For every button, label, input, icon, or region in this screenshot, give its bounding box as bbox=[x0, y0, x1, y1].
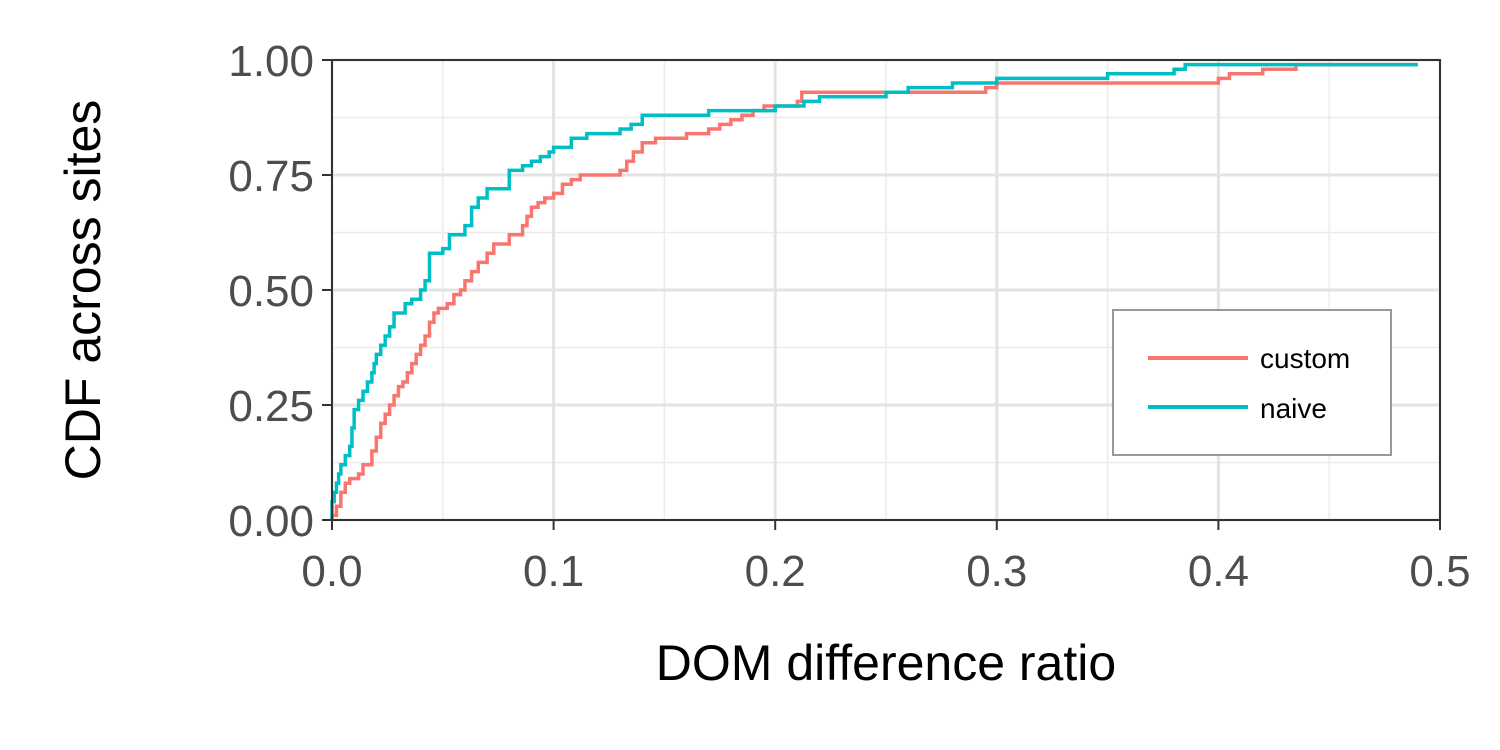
legend-label-custom: custom bbox=[1260, 343, 1350, 374]
x-tick-label: 0.1 bbox=[523, 547, 584, 596]
x-tick-label: 0.4 bbox=[1188, 547, 1249, 596]
y-axis-title: CDF across sites bbox=[55, 100, 111, 481]
x-tick-label: 0.5 bbox=[1409, 547, 1470, 596]
y-axis: 0.00 0.25 0.50 0.75 1.00 bbox=[228, 37, 332, 546]
x-tick-label: 0.3 bbox=[966, 547, 1027, 596]
y-tick-label: 0.50 bbox=[228, 267, 314, 316]
series-line-custom bbox=[330, 62, 1418, 520]
y-tick-label: 0.00 bbox=[228, 497, 314, 546]
y-tick-label: 0.75 bbox=[228, 152, 314, 201]
y-tick-label: 0.25 bbox=[228, 382, 314, 431]
series-lines bbox=[330, 62, 1418, 520]
legend-label-naive: naive bbox=[1260, 393, 1327, 424]
x-axis: 0.0 0.1 0.2 0.3 0.4 0.5 bbox=[301, 520, 1471, 596]
x-tick-label: 0.2 bbox=[745, 547, 806, 596]
y-tick-label: 1.00 bbox=[228, 37, 314, 86]
x-tick-label: 0.0 bbox=[301, 547, 362, 596]
legend: custom naive bbox=[1112, 309, 1392, 456]
x-axis-title: DOM difference ratio bbox=[656, 635, 1116, 691]
series-line-naive bbox=[330, 62, 1418, 520]
legend-box bbox=[1112, 309, 1392, 456]
